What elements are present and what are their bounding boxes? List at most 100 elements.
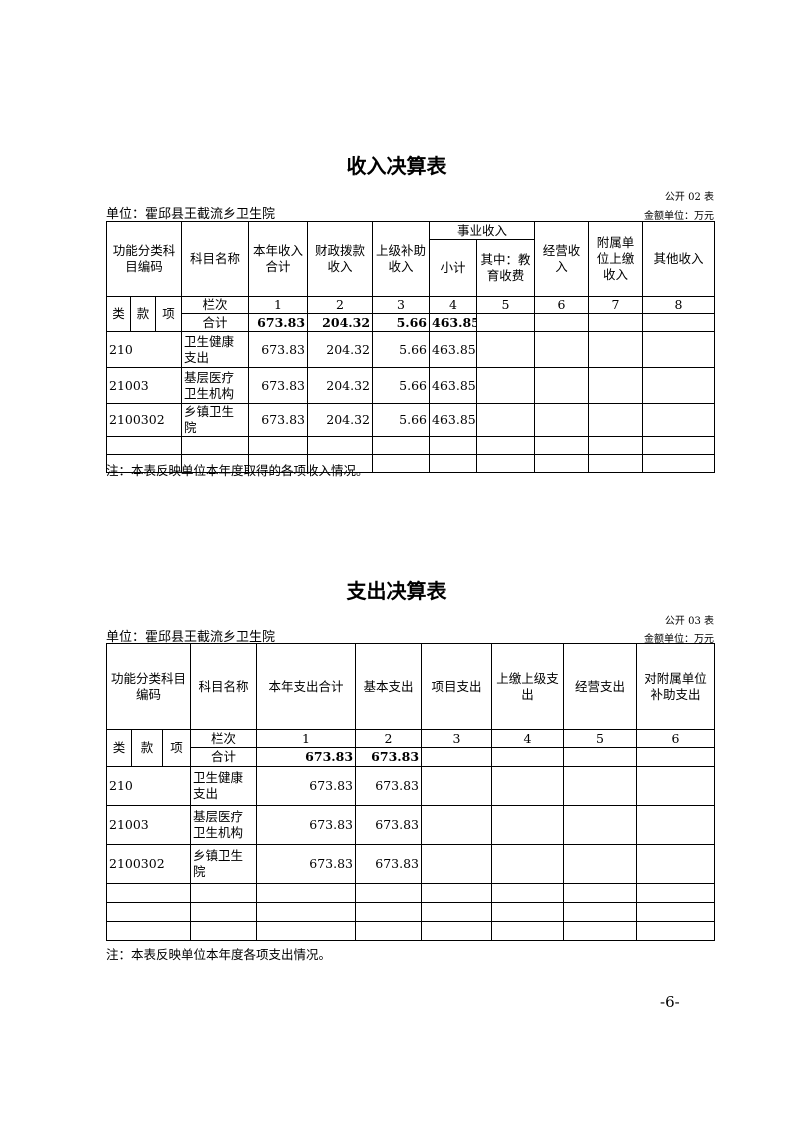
header-xiang: 项 (161, 729, 192, 767)
expense-title: 支出决算表 (346, 579, 447, 603)
total-label: 合计 (190, 747, 258, 767)
empty-cell (476, 454, 536, 473)
row-value: 673.83 (248, 367, 309, 404)
empty-cell (636, 921, 716, 941)
header-lanci: 栏次 (181, 296, 250, 314)
header-affiliated: 对附属单位补助支出 (636, 643, 716, 730)
total-value (491, 747, 565, 767)
row-value (421, 844, 493, 884)
header-lanci: 栏次 (190, 729, 258, 748)
header-total: 本年支出合计 (256, 643, 357, 730)
row-value: 204.32 (307, 403, 374, 437)
row-value (588, 367, 644, 404)
empty-cell (355, 921, 423, 941)
column-number: 6 (534, 296, 590, 314)
total-value: 673.83 (355, 747, 423, 767)
column-number: 7 (588, 296, 644, 314)
total-value (636, 747, 716, 767)
empty-cell (636, 902, 716, 922)
header-affiliated: 附属单位上缴收入 (588, 221, 644, 297)
row-value (491, 766, 565, 806)
row-value (588, 403, 644, 437)
header-project: 项目支出 (421, 643, 493, 730)
empty-cell (256, 883, 357, 903)
expense-amount-unit: 金额单位：万元 (644, 634, 714, 645)
row-value: 5.66 (372, 403, 431, 437)
header-code: 功能分类科目编码 (105, 643, 192, 730)
empty-cell (105, 454, 183, 473)
row-value (642, 331, 716, 368)
header-lei: 类 (106, 729, 132, 767)
total-value (588, 313, 644, 332)
total-label: 合计 (181, 313, 250, 332)
row-value (534, 403, 590, 437)
row-value: 463.85 (429, 367, 478, 404)
header-other: 其他收入 (642, 221, 716, 297)
row-value: 463.85 (429, 331, 478, 368)
header-operating: 经营收入 (534, 221, 590, 297)
row-code: 2100302 (105, 844, 192, 884)
empty-cell (534, 454, 590, 473)
row-name: 基层医疗卫生机构 (190, 805, 258, 845)
income-table: 功能分类科目编码 科目名称 本年收入合计 财政拨款收入 上级补助收入 事业收入 … (105, 221, 716, 473)
total-value: 673.83 (248, 313, 309, 332)
income-table-no: 公开 02 表 (664, 192, 714, 203)
header-name: 科目名称 (190, 643, 258, 730)
empty-cell (181, 436, 250, 455)
total-value: 463.85 (429, 313, 478, 332)
row-code: 210 (105, 331, 183, 368)
income-unit-label: 单位：霍邱县王截流乡卫生院 (106, 207, 276, 222)
column-number: 2 (355, 729, 423, 748)
empty-cell (105, 921, 192, 941)
row-value (636, 805, 716, 845)
total-value (476, 313, 536, 332)
table-row: 210 卫生健康支出 673.83 673.83 (105, 766, 716, 806)
row-value (421, 805, 493, 845)
row-value (476, 331, 536, 368)
row-value: 5.66 (372, 331, 431, 368)
row-value (421, 766, 493, 806)
row-value (534, 367, 590, 404)
empty-cell (588, 436, 644, 455)
row-code: 21003 (105, 805, 192, 845)
row-value (636, 844, 716, 884)
row-value (563, 766, 638, 806)
empty-cell (190, 921, 258, 941)
expense-table-no: 公开 03 表 (664, 616, 714, 627)
header-fiscal: 财政拨款收入 (307, 221, 374, 297)
column-number: 8 (642, 296, 716, 314)
empty-row (105, 921, 716, 941)
total-value (534, 313, 590, 332)
column-number: 1 (256, 729, 357, 748)
empty-cell (372, 454, 431, 473)
page-number: -6- (660, 993, 680, 1011)
empty-cell (421, 902, 493, 922)
column-number: 1 (248, 296, 309, 314)
empty-row (105, 883, 716, 903)
row-value: 463.85 (429, 403, 478, 437)
row-value (534, 331, 590, 368)
column-number: 3 (421, 729, 493, 748)
income-note: 注：本表反映单位本年度取得的各项收入情况。 (106, 463, 369, 478)
header-basic: 基本支出 (355, 643, 423, 730)
empty-cell (491, 883, 565, 903)
empty-cell (190, 883, 258, 903)
empty-cell (588, 454, 644, 473)
empty-cell (563, 921, 638, 941)
row-value (642, 367, 716, 404)
table-row: 21003 基层医疗卫生机构 673.83 204.32 5.66 463.85 (105, 367, 716, 404)
column-number: 4 (429, 296, 478, 314)
empty-cell (190, 902, 258, 922)
total-value (563, 747, 638, 767)
header-kuan: 款 (130, 296, 156, 332)
row-value: 673.83 (256, 805, 357, 845)
empty-cell (491, 921, 565, 941)
row-name: 乡镇卫生院 (181, 403, 250, 437)
empty-cell (105, 436, 183, 455)
row-value (642, 403, 716, 437)
expense-unit-label: 单位：霍邱县王截流乡卫生院 (106, 630, 276, 645)
expense-note: 注：本表反映单位本年度各项支出情况。 (106, 947, 332, 962)
column-number: 2 (307, 296, 374, 314)
expense-table: 功能分类科目编码 科目名称 本年支出合计 基本支出 项目支出 上缴上级支出 经营… (105, 643, 716, 941)
